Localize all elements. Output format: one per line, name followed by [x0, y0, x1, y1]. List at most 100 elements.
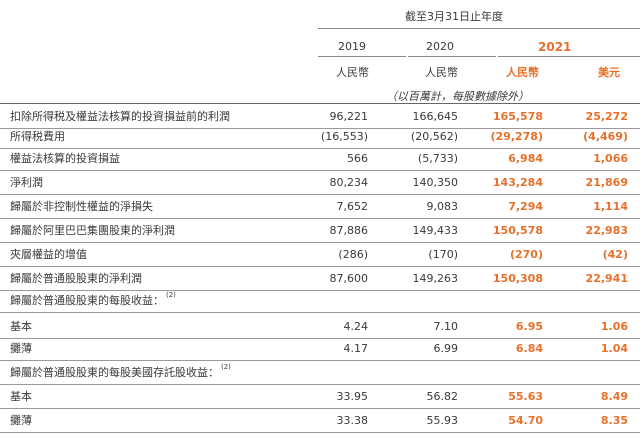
table-row: 夾層權益的增值 (286) (170) (270) (42) — [0, 244, 640, 266]
value-2021-usd: 8.35 — [600, 414, 628, 427]
value-2021-usd: (4,469) — [583, 130, 628, 143]
value-2020: (20,562) — [410, 130, 458, 143]
row-label: 基本 — [10, 390, 32, 403]
row-divider — [0, 266, 640, 267]
value-2021-rmb: (270) — [509, 248, 543, 261]
row-divider — [0, 384, 640, 385]
table-row: 權益法核算的投資損益 566 (5,733) 6,984 1,066 — [0, 148, 640, 170]
table-row: 歸屬於阿里巴巴集團股東的淨利潤 87,886 149,433 150,578 22,98… — [0, 220, 640, 242]
row-divider — [0, 170, 640, 171]
value-2021-usd: 22,983 — [585, 224, 628, 237]
value-2021-rmb: 165,578 — [492, 110, 543, 123]
row-label: 夾層權益的增值 — [10, 248, 87, 261]
value-2021-usd: 8.49 — [600, 390, 628, 403]
value-2021-usd: (42) — [602, 248, 628, 261]
row-label: 攤薄 — [10, 414, 32, 427]
value-2021-usd: 1,066 — [593, 152, 628, 165]
row-divider — [0, 128, 640, 129]
value-2019: 4.24 — [343, 320, 369, 333]
value-2020: (170) — [428, 248, 458, 261]
value-2021-usd: 1,114 — [593, 200, 628, 213]
row-divider — [0, 432, 640, 433]
year-rule-2 — [408, 56, 496, 57]
value-2021-rmb: 55.63 — [508, 390, 543, 403]
value-2020: 6.99 — [433, 342, 459, 355]
row-label: 歸屬於普通股股東的淨利潤 — [10, 272, 142, 285]
row-divider — [0, 408, 640, 409]
value-2021-rmb: 54.70 — [508, 414, 543, 427]
value-2021-usd: 1.06 — [600, 320, 628, 333]
table-row: 基本 4.24 7.10 6.95 1.06 — [0, 316, 640, 338]
table-row: 扣除所得税及權益法核算的投資損益前的利潤 96,221 166,645 165,578… — [0, 106, 640, 128]
header-rule — [318, 28, 640, 29]
unit-note-text: （以百萬計，每股數據除外） — [386, 90, 529, 103]
value-2021-rmb: 150,578 — [492, 224, 543, 237]
row-label: 歸屬於普通股股東的每股美國存託股收益： — [10, 366, 219, 379]
row-divider — [0, 218, 640, 219]
value-2020: 149,263 — [412, 272, 459, 285]
value-2019: (16,553) — [320, 130, 368, 143]
year-2021: 2021 — [538, 40, 572, 54]
value-2021-rmb: (29,278) — [490, 130, 543, 143]
row-label: 攤薄 — [10, 342, 32, 355]
table-row: 歸屬於普通股股東的每股美國存託股收益： (2) — [0, 362, 640, 384]
table-row: 歸屬於普通股股東的每股收益： (2) — [0, 290, 640, 312]
value-2019: 87,600 — [329, 272, 369, 285]
currency-2021-usd: 美元 — [598, 66, 620, 79]
currency-2020: 人民幣 — [425, 66, 458, 79]
row-divider — [0, 148, 640, 149]
value-2021-rmb: 7,294 — [508, 200, 543, 213]
value-2021-usd: 1.04 — [600, 342, 628, 355]
value-2019: 33.38 — [336, 414, 369, 427]
value-2021-rmb: 6.84 — [515, 342, 543, 355]
footnote-marker: (2) — [221, 363, 231, 371]
value-2020: 9,083 — [426, 200, 459, 213]
value-2020: 7.10 — [433, 320, 459, 333]
row-label: 淨利潤 — [10, 176, 43, 189]
row-label: 扣除所得税及權益法核算的投資損益前的利潤 — [10, 110, 230, 123]
year-2020: 2020 — [426, 40, 454, 53]
row-divider — [0, 312, 640, 313]
row-label: 權益法核算的投資損益 — [10, 152, 120, 165]
header-bottom-rule — [0, 103, 640, 104]
value-2019: 80,234 — [329, 176, 369, 189]
value-2021-usd: 25,272 — [585, 110, 628, 123]
value-2019: 4.17 — [343, 342, 369, 355]
value-2020: 140,350 — [412, 176, 459, 189]
value-2021-rmb: 150,308 — [492, 272, 543, 285]
value-2019: (286) — [338, 248, 368, 261]
value-2019: 33.95 — [336, 390, 369, 403]
row-divider — [0, 290, 640, 291]
table-row: 基本 33.95 56.82 55.63 8.49 — [0, 386, 640, 408]
value-2020: 149,433 — [412, 224, 459, 237]
value-2020: (5,733) — [417, 152, 458, 165]
footnote-marker: (2) — [166, 291, 176, 299]
value-2021-rmb: 6,984 — [508, 152, 543, 165]
currency-2021-rmb: 人民幣 — [506, 66, 539, 79]
value-2019: 566 — [347, 152, 368, 165]
table-row: 攤薄 33.38 55.93 54.70 8.35 — [0, 410, 640, 432]
value-2021-rmb: 143,284 — [492, 176, 543, 189]
row-label: 歸屬於非控制性權益的淨損失 — [10, 200, 153, 213]
year-rule-1 — [318, 56, 406, 57]
table-row: 歸屬於普通股股東的淨利潤 87,600 149,263 150,308 22,941 — [0, 268, 640, 290]
row-divider — [0, 194, 640, 195]
value-2021-usd: 22,941 — [585, 272, 628, 285]
year-rule-3 — [498, 56, 640, 57]
row-divider — [0, 338, 640, 339]
value-2019: 7,652 — [336, 200, 369, 213]
row-label: 所得税費用 — [10, 130, 65, 143]
value-2021-usd: 21,869 — [585, 176, 628, 189]
table-row: 淨利潤 80,234 140,350 143,284 21,869 — [0, 172, 640, 194]
value-2020: 55.93 — [426, 414, 459, 427]
row-label: 基本 — [10, 320, 32, 333]
period-label: 截至3月31日止年度 — [405, 10, 503, 23]
table-row: 攤薄 4.17 6.99 6.84 1.04 — [0, 338, 640, 360]
value-2021-rmb: 6.95 — [515, 320, 543, 333]
value-2019: 96,221 — [329, 110, 369, 123]
value-2019: 87,886 — [329, 224, 369, 237]
row-divider — [0, 360, 640, 361]
value-2020: 166,645 — [412, 110, 459, 123]
year-2019: 2019 — [338, 40, 366, 53]
table-row: 所得税費用 (16,553) (20,562) (29,278) (4,469) — [0, 126, 640, 148]
